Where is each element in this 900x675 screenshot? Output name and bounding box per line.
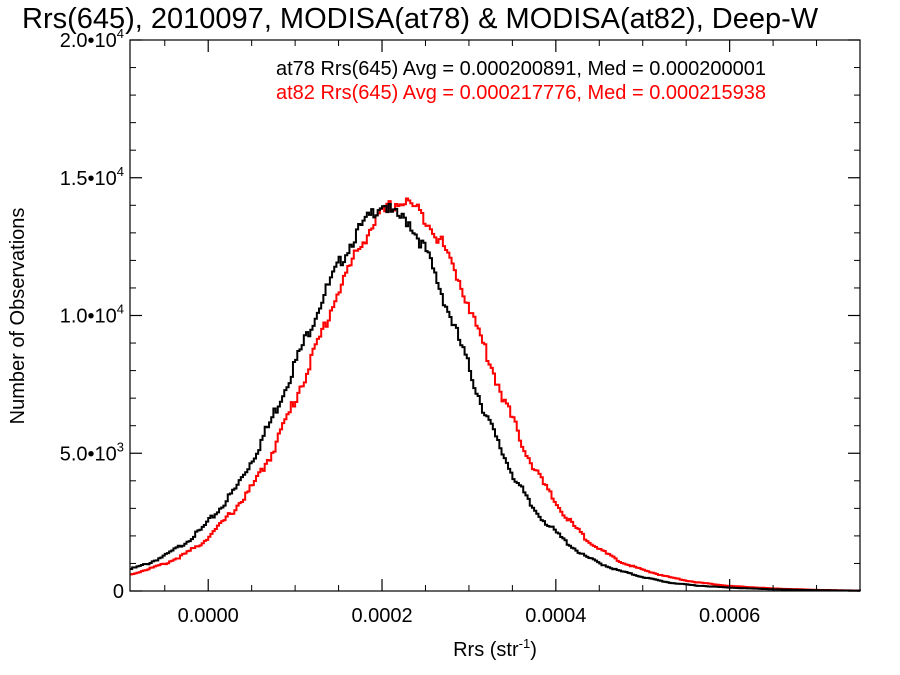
x-tick-label: 0.0002 (351, 605, 412, 627)
y-tick-label: 1.5•104 (60, 164, 124, 190)
x-axis-label-main: Rrs (str (453, 639, 519, 661)
annotation-at82: at82 Rrs(645) Avg = 0.000217776, Med = 0… (276, 82, 766, 104)
y-tick-label: 2.0•104 (60, 26, 124, 52)
y-tick-label: 5.0•103 (60, 439, 124, 465)
y-tick-label: 0 (113, 581, 124, 603)
plot-frame (129, 39, 861, 592)
ticks-layer: 0.0000 0.0002 0.0004 0.0006 0 5.0•103 1.0•104 1… (60, 26, 861, 627)
y-tick-label: 1.0•104 (60, 302, 124, 328)
series-0-line (130, 202, 861, 592)
chart-title: Rrs(645), 2010097, MODISA(at78) & MODISA… (22, 3, 819, 35)
x-tick-label: 0.0004 (525, 605, 586, 627)
x-axis-label-close: ) (530, 639, 537, 661)
annotation-at78: at78 Rrs(645) Avg = 0.000200891, Med = 0… (276, 58, 766, 80)
series-1-line (130, 197, 861, 592)
x-axis-label: Rrs (str-1) (453, 636, 537, 661)
y-axis-label: Number of Observations (7, 208, 29, 425)
x-axis-label-sup: -1 (519, 636, 531, 651)
series-layer (130, 197, 861, 592)
x-tick-label: 0.0000 (178, 605, 239, 627)
x-tick-label: 0.0006 (699, 605, 760, 627)
